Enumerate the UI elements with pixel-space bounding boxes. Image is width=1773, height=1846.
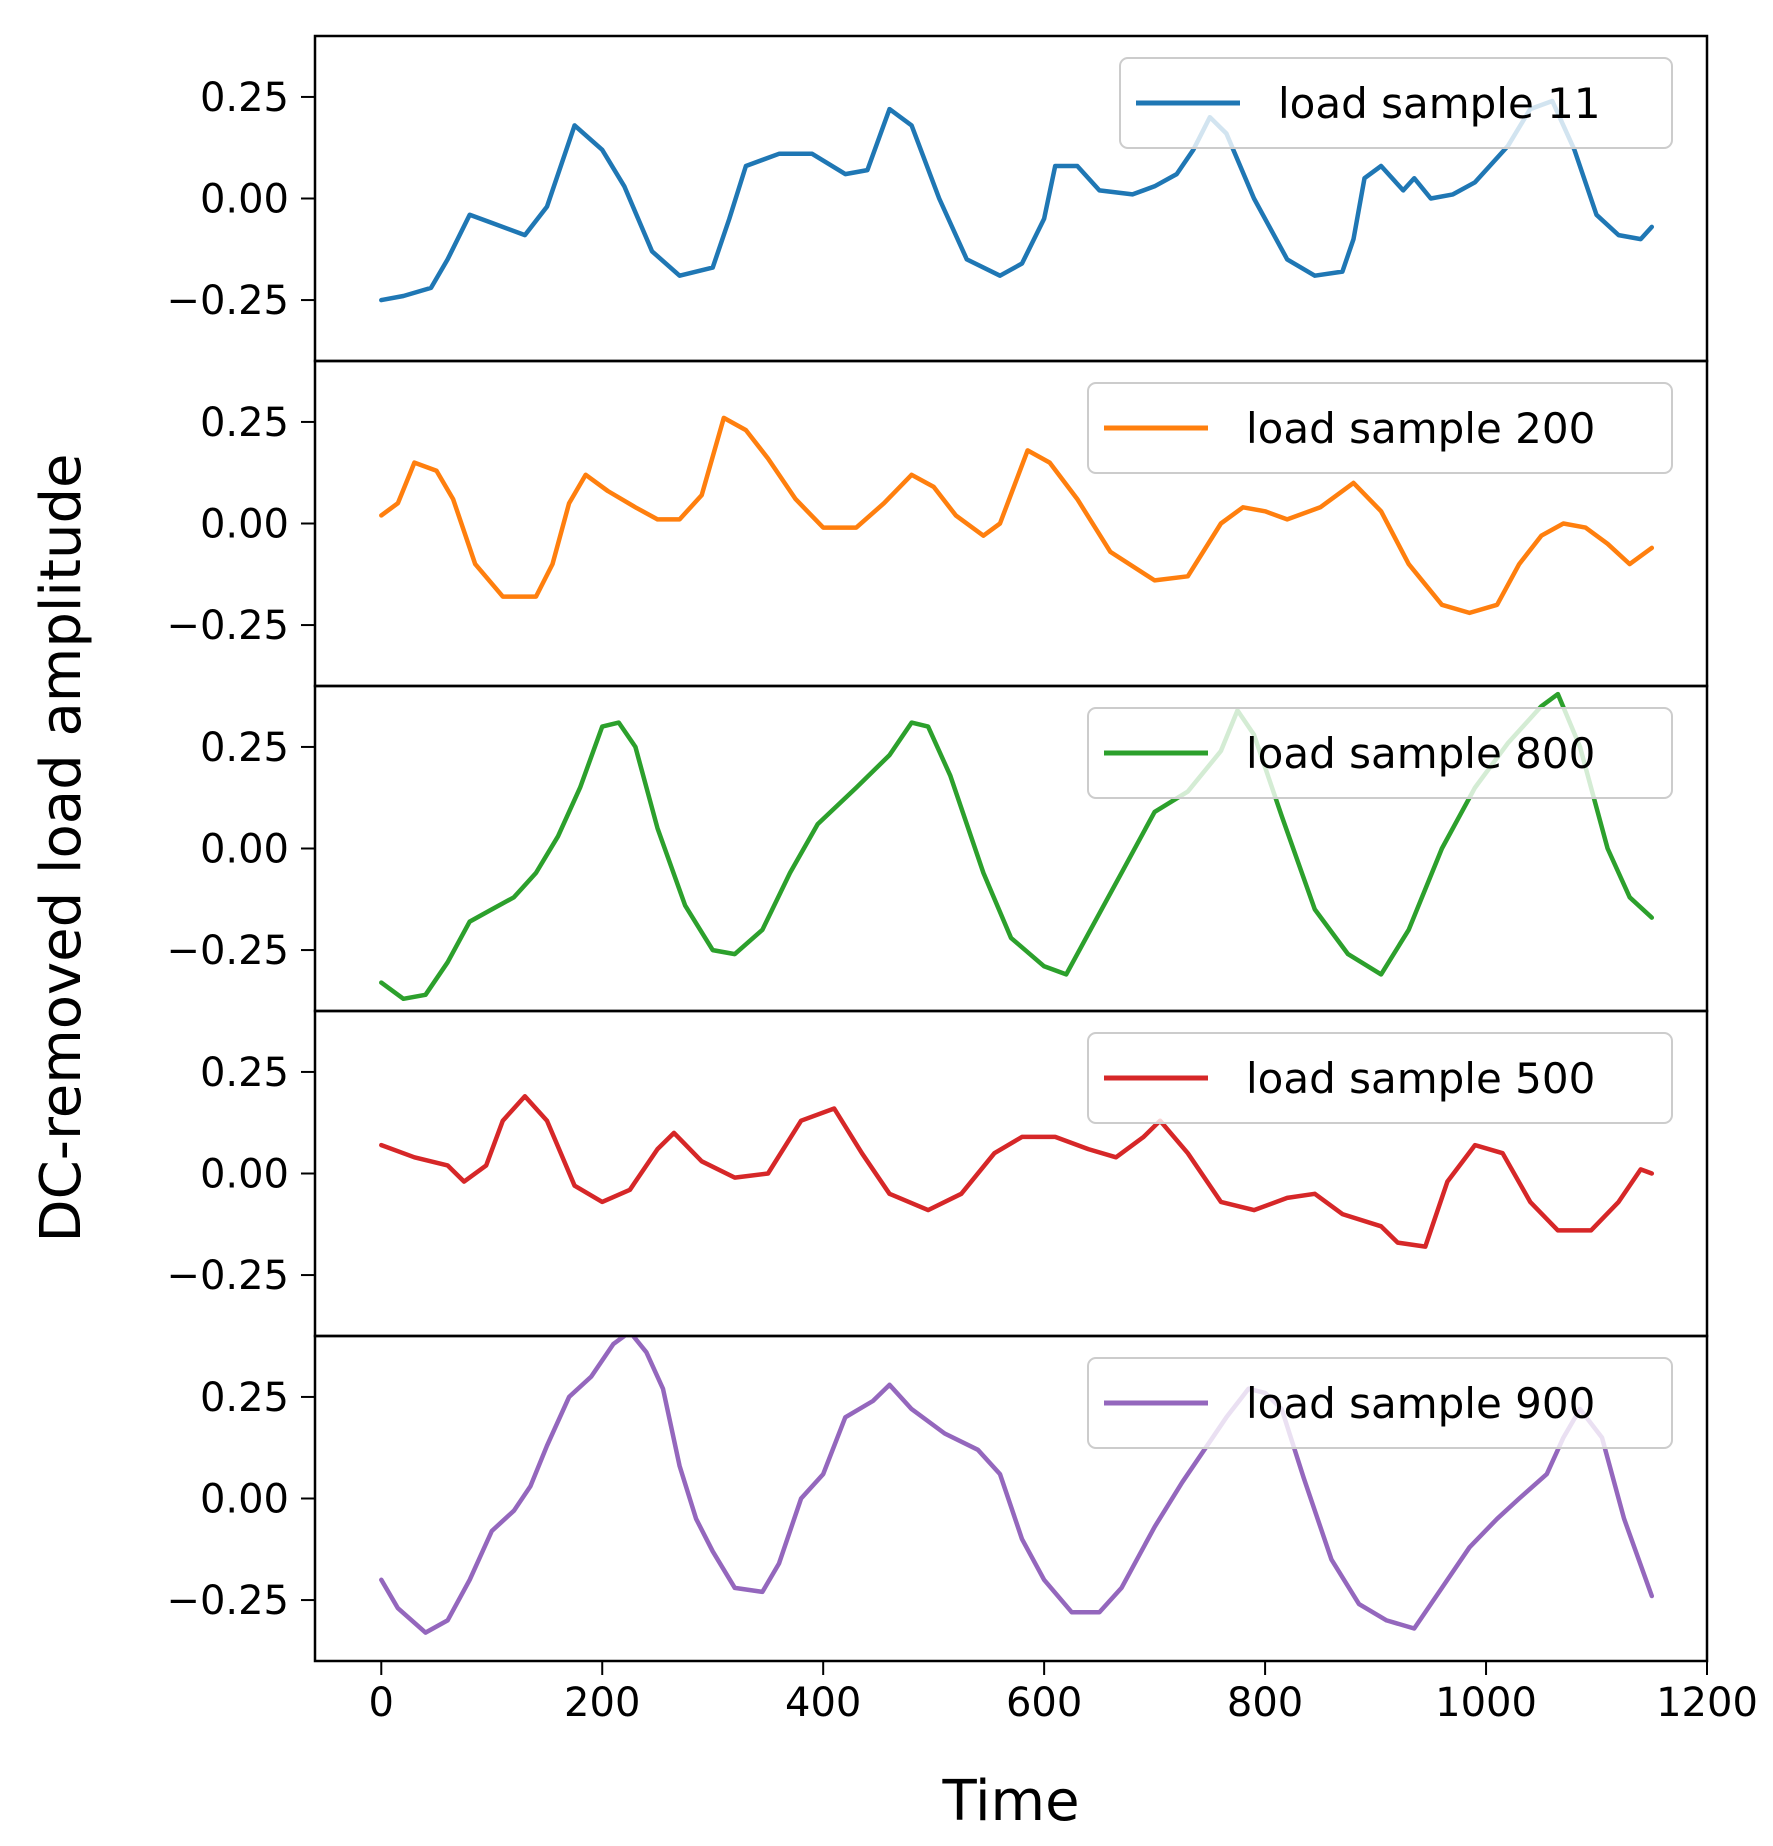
x-tick-label: 800 [1227,1680,1303,1726]
legend-box [1087,1032,1673,1124]
legend-box [1087,1357,1673,1449]
y-tick-label: −0.25 [166,1253,289,1299]
x-tick-label: 400 [785,1680,861,1726]
y-tick-label: 0.25 [200,1375,289,1421]
legend-label: load sample 800 [1246,729,1595,778]
legend-label: load sample 200 [1246,404,1595,453]
panel-3: −0.25 0.00 0.25 load sample 800 [166,684,1709,1013]
panel-5: −0.25 0.00 0.25 load sample 900 [166,1334,1709,1663]
y-tick-label: 0.00 [200,502,289,548]
y-tick-label: 0.00 [200,1152,289,1198]
legend-label: load sample 500 [1246,1054,1595,1103]
legend-box [1119,57,1673,149]
series-line-load-sample-200 [379,415,1655,616]
legend-label: load sample 11 [1278,79,1601,128]
panel-frame [313,1334,1709,1663]
y-tick-label: −0.25 [166,928,289,974]
y-tick-label: 0.25 [200,75,289,121]
x-axis: 0 200 400 600 800 1000 1200 [369,1661,1758,1726]
y-axis-title: DC-removed load amplitude [29,454,94,1243]
x-tick-label: 1000 [1435,1680,1537,1726]
y-tick-label: 0.00 [200,177,289,223]
y-tick-label: −0.25 [166,278,289,324]
y-tick-label: 0.00 [200,1477,289,1523]
x-tick-label: 0 [369,1680,394,1726]
x-axis-title: Time [941,1769,1079,1834]
x-tick-label: 1200 [1656,1680,1758,1726]
series-line-load-sample-900 [379,1336,1655,1635]
y-tick-label: 0.00 [200,827,289,873]
legend-label: load sample 900 [1246,1379,1595,1428]
series-line-load-sample-11 [379,98,1655,303]
x-tick-label: 200 [564,1680,640,1726]
panel-2: −0.25 0.00 0.25 load sample 200 [166,359,1709,688]
panel-4: −0.25 0.00 0.25 load sample 500 [166,1009,1709,1338]
series-line-load-sample-800 [379,691,1655,1002]
y-tick-label: −0.25 [166,1578,289,1624]
series-line-load-sample-500 [379,1094,1655,1249]
y-tick-label: 0.25 [200,1050,289,1096]
legend-box [1087,707,1673,799]
y-tick-label: 0.25 [200,725,289,771]
y-tick-label: 0.25 [200,400,289,446]
x-tick-label: 600 [1006,1680,1082,1726]
y-tick-label: −0.25 [166,603,289,649]
panel-1: −0.25 0.00 0.25 load sample 11 [166,34,1709,363]
legend-box [1087,382,1673,474]
